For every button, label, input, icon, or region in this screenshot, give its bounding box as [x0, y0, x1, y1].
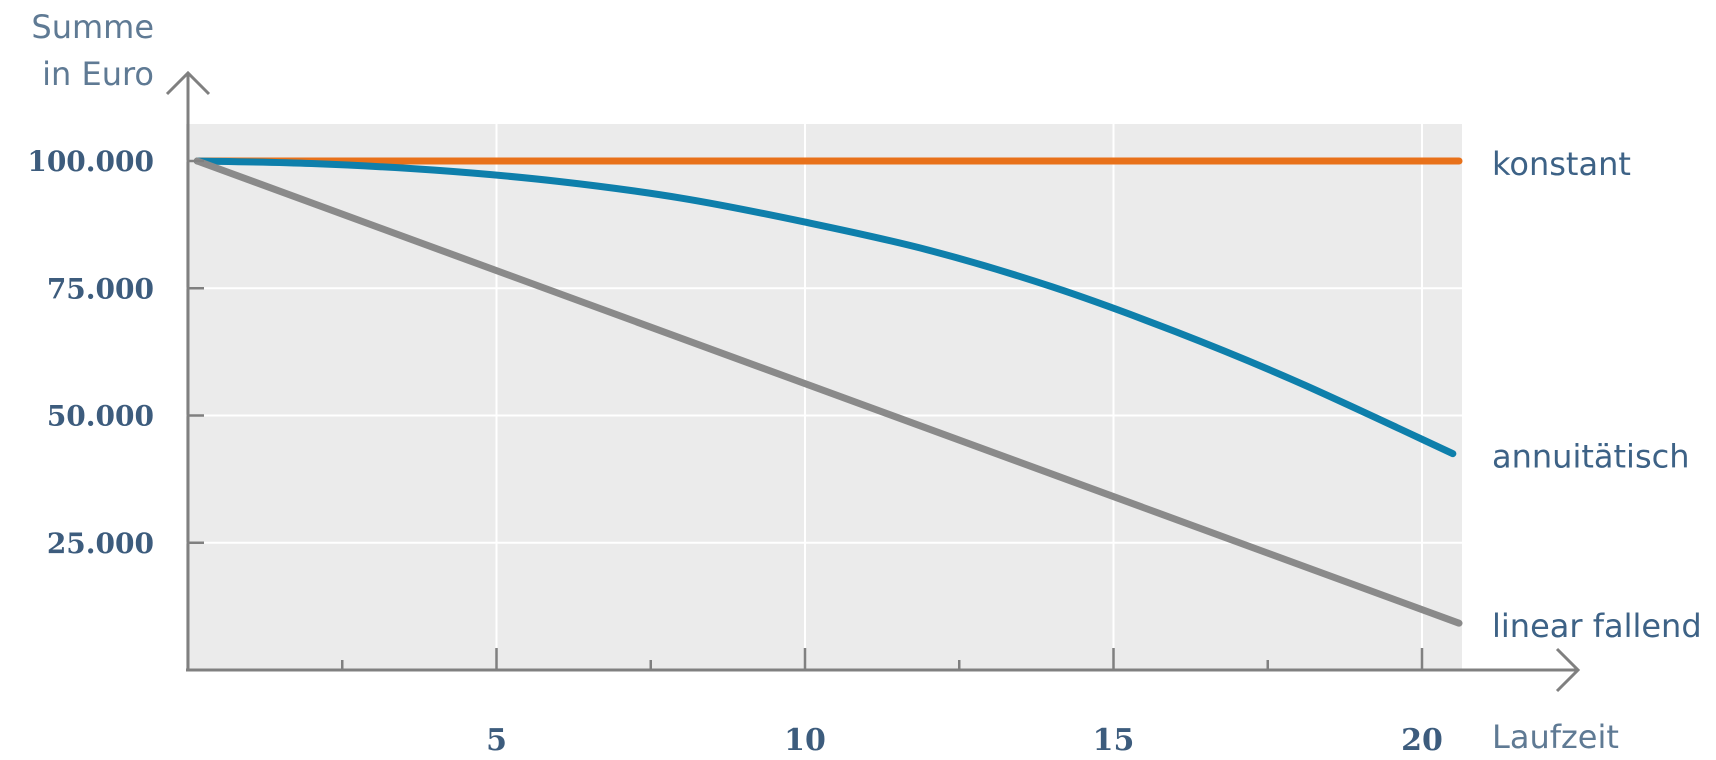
series-line-linear-fallend	[193, 157, 1463, 627]
plot-background	[186, 124, 1462, 670]
x-tick-label-10: 10	[784, 723, 826, 758]
x-tick-label-15: 15	[1093, 723, 1135, 758]
x-axis-title: Laufzeit	[1492, 718, 1619, 756]
x-tick-label-20: 20	[1401, 723, 1443, 758]
axis-ticks	[188, 159, 1424, 670]
y-tick-label-2: 75.000	[47, 272, 154, 305]
axis-tick-labels: 5 10 15 20 25.000 50.000 75.000 100.000	[27, 145, 1443, 758]
series-label-linear-fallend: linear fallend	[1492, 607, 1702, 645]
y-tick-label-3: 100.000	[27, 145, 154, 178]
x-axis-arrow	[1555, 647, 1581, 693]
series-labels: konstant annuitätisch linear fallend	[1492, 145, 1702, 645]
y-axis-arrow	[165, 70, 211, 96]
y-tick-label-1: 50.000	[47, 400, 154, 433]
x-tick-label-5: 5	[486, 723, 507, 758]
series-line-annuit-tisch	[193, 157, 1457, 458]
y-tick-label-0: 25.000	[47, 527, 154, 560]
vertical-gridlines	[495, 124, 1423, 670]
y-axis-title-line2: in Euro	[42, 55, 154, 93]
series-label-annuit-tisch: annuitätisch	[1492, 438, 1689, 476]
series-label-konstant: konstant	[1492, 145, 1631, 183]
series-lines	[193, 157, 1463, 627]
y-axis-title-line1: Summe	[31, 8, 154, 46]
